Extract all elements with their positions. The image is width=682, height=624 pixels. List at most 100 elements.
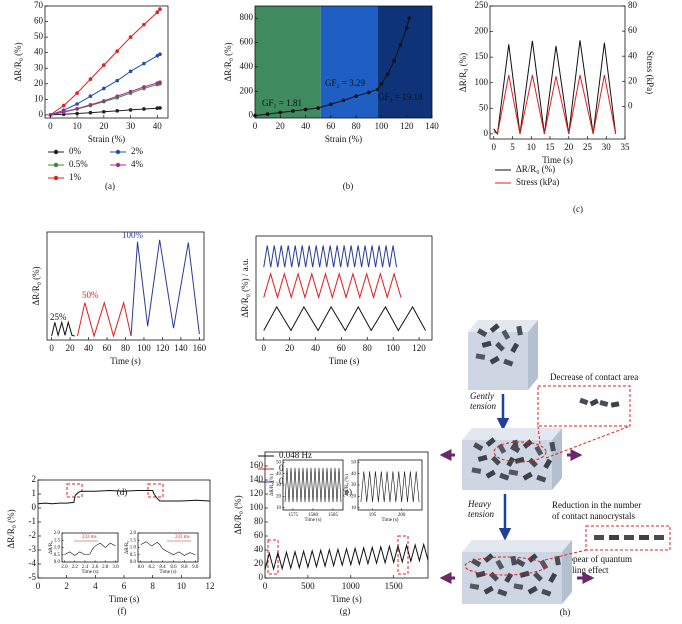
y-axis-label: ΔR/R₀ (%) (270, 474, 275, 496)
caption: (a) (105, 181, 115, 191)
y-tick-label: 0.5 (54, 553, 61, 558)
caption: (c) (573, 204, 583, 214)
panel: 0 500 1000 1500 0 20 40 60 80 100 120 140 160 Time (s… (233, 451, 429, 616)
data-line (493, 74, 617, 135)
data-line (130, 239, 200, 337)
annotation: 100% (122, 230, 144, 240)
note: Reduction in the number (552, 500, 641, 510)
data-point (398, 43, 403, 47)
legend-label: Stress (kPa) (516, 177, 559, 187)
plot-frame (254, 5, 433, 119)
x-axis-label: Time (s) (82, 570, 99, 575)
data-point (142, 22, 146, 27)
inset-background (62, 533, 118, 562)
y-tick-label: -5 (29, 572, 37, 582)
x-tick-label: 10 (527, 142, 537, 152)
y-tick-label: 70 (34, 0, 44, 10)
data-line (76, 300, 132, 338)
x-tick-label: 160 (193, 343, 207, 353)
data-point (155, 53, 160, 58)
x-tick-label: 120 (400, 121, 414, 131)
x-tick-label: 20 (276, 121, 286, 131)
y-axis-label: ΔR/R₀ (%) (31, 266, 41, 305)
x-axis-label: Time (s) (382, 518, 399, 523)
y-tick-label: 100 (250, 502, 264, 512)
data-line (263, 272, 402, 300)
data-point (379, 82, 384, 86)
legend-marker (53, 162, 59, 168)
y-tick-label: 60 (34, 16, 44, 26)
y-tick-label: 1.0 (130, 546, 137, 551)
diagram: Gently tension Decrease of contact area … (439, 320, 671, 617)
caption: (g) (340, 606, 351, 616)
data-point (329, 102, 333, 107)
plot-frame (264, 451, 429, 579)
data-point (291, 109, 295, 113)
y2-tick-label: 0 (628, 100, 633, 110)
x-tick-label: 3.0 (112, 565, 119, 570)
y-tick-label: 20 (351, 495, 357, 500)
legend-label: 4% (131, 159, 144, 169)
x-tick-label: 0 (49, 343, 54, 353)
data-line (284, 467, 342, 503)
data-point (102, 99, 106, 103)
cube-gentle (462, 428, 562, 490)
y-tick-label: 0.0 (54, 560, 61, 565)
callout (537, 385, 631, 427)
panel: 0 20 40 60 80 100 120 Time (s) ΔR/R₀ (%) / a.u. 0… (240, 235, 433, 497)
y-tick-label: 30 (34, 62, 44, 72)
y-tick-label: 160 (250, 460, 264, 470)
data-point (102, 109, 106, 114)
data-point (115, 94, 119, 99)
x-tick-label: 2.2 (72, 565, 79, 570)
y-tick-label: 50 (276, 460, 282, 465)
y-axis-label: ΔR/R₀ (%) / a.u. (240, 258, 250, 317)
y-axis-label: ΔR/R₀ (49, 541, 54, 554)
x-tick-label: 0 (36, 581, 41, 591)
x-tick-label: 6 (122, 581, 127, 591)
data-point (303, 107, 308, 112)
x-tick-label: 2.0 (61, 565, 68, 570)
y-tick-label: 0.5 (130, 553, 137, 558)
plot-frame (255, 235, 433, 341)
x-axis-label: Time (s) (542, 155, 572, 165)
data-point (385, 72, 390, 76)
x-tick-label: 1575 (288, 513, 299, 518)
x-tick-label: 40 (311, 343, 321, 353)
data-line (50, 8, 161, 116)
y-tick-label: 40 (276, 472, 282, 477)
x-tick-label: 1500 (385, 581, 404, 591)
y-tick-label: 0 (484, 128, 489, 138)
data-point (88, 77, 93, 81)
y-tick-label: 50 (351, 460, 357, 465)
x-tick-label: 100 (386, 343, 400, 353)
annotation: 233 ms (175, 535, 190, 540)
data-point (375, 87, 380, 92)
x-tick-label: 195 (369, 513, 377, 518)
data-point (88, 94, 93, 99)
y-tick-label: 250 (475, 0, 489, 10)
arrow-label: Heavy (467, 499, 491, 509)
note: Decrease of contact area (550, 372, 638, 382)
flake-chain (579, 397, 620, 408)
y-tick-label: 2 (32, 474, 37, 484)
y-tick-label: 10 (351, 506, 357, 511)
x-tick-label: 9.0 (192, 565, 199, 570)
y-tick-label: 120 (250, 488, 264, 498)
y-tick-label: 30 (351, 483, 357, 488)
x-tick-label: 30 (126, 121, 136, 131)
caption: (d) (117, 487, 128, 497)
x-axis-label: Strain (%) (325, 134, 362, 144)
y-axis-label: ΔR/R₀ (%) (223, 42, 233, 81)
data-point (155, 10, 160, 15)
data-line (50, 81, 161, 116)
plot-frame (489, 5, 626, 140)
data-point (158, 106, 162, 110)
highlight (397, 535, 409, 575)
panel: 0 20 40 60 80 100 120 140 0 200 400 600 800 Strain (%… (223, 5, 439, 191)
x-tick-label: 120 (156, 343, 170, 353)
y-tick-label: 0 (39, 109, 44, 119)
data-point (128, 108, 133, 112)
data-point (102, 86, 106, 91)
data-point (392, 58, 396, 63)
